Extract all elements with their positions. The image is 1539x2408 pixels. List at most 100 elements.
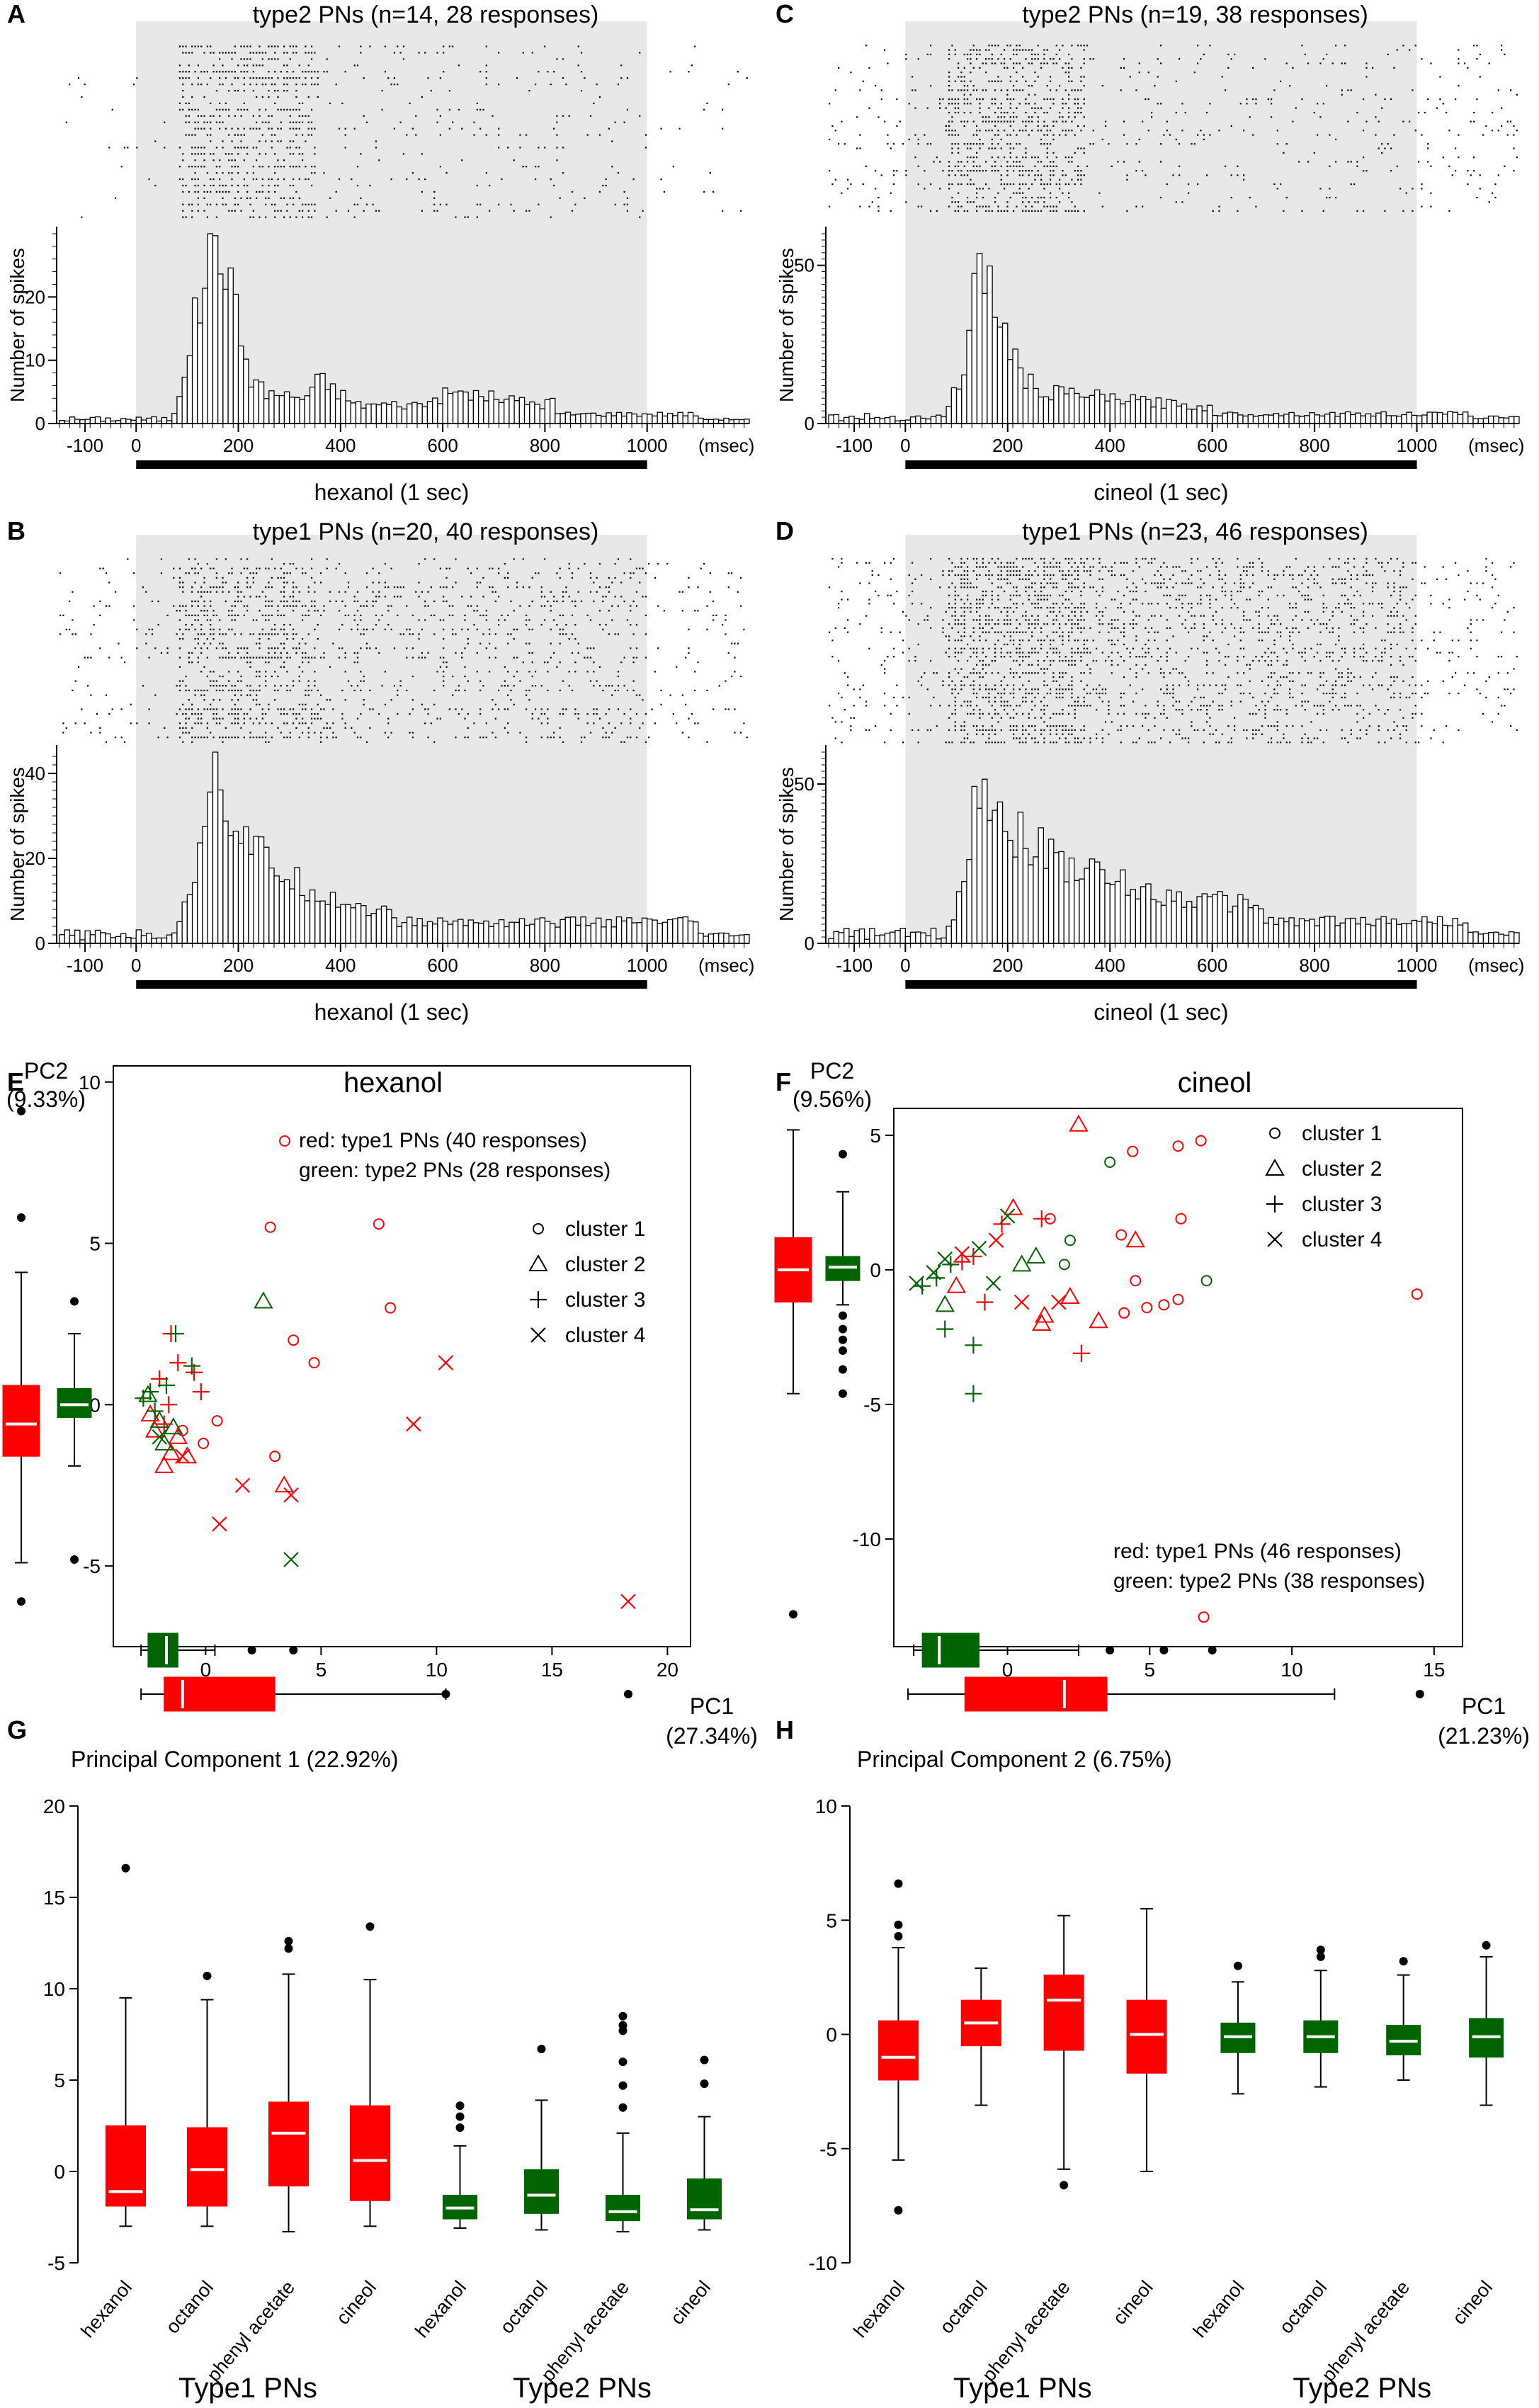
raster-spike [997,58,999,60]
raster-spike [243,134,245,136]
raster-spike [1000,107,1002,109]
raster-spike [997,116,999,118]
raster-spike [1215,598,1217,601]
raster-spike [277,58,279,60]
raster-spike [206,657,208,659]
raster-spike [1052,134,1055,136]
raster-spike [228,52,230,54]
y-tick-label: 0 [805,413,814,434]
raster-spike [332,732,334,734]
raster-spike [1059,134,1061,136]
raster-spike [1160,574,1162,577]
raster-spike [982,98,984,101]
raster-spike [1414,562,1416,564]
raster-spike [498,52,500,54]
raster-spike [1280,183,1282,186]
raster-spike [344,657,346,659]
raster-spike [185,727,187,729]
raster-spike [1077,103,1079,105]
raster-spike [1031,615,1033,617]
raster-spike [222,203,224,205]
raster-spike [274,567,276,569]
raster-spike [298,197,300,199]
raster-spike [237,699,239,701]
raster-spike [712,619,715,621]
psth-bar [391,401,397,424]
raster-spike [1046,598,1048,601]
raster-spike [219,127,221,130]
raster-spike [1055,183,1057,186]
raster-spike [516,657,518,659]
raster-spike [1455,170,1457,172]
psth-bar [462,391,469,424]
raster-spike [494,633,496,635]
raster-spike [203,737,205,739]
raster-spike [976,188,978,190]
raster-spike [688,652,690,654]
raster-spike [268,614,270,617]
raster-spike [875,170,877,172]
raster-spike [360,45,362,47]
raster-spike [1129,603,1131,605]
raster-spike [433,689,436,692]
raster-spike [1022,174,1024,176]
raster-spike [387,605,390,607]
raster-spike [231,166,233,168]
raster-spike [997,210,999,212]
raster-spike [513,159,515,161]
raster-spike [1059,111,1061,114]
raster-spike [372,628,374,630]
raster-spike [1050,183,1052,186]
psth-bar [406,403,413,424]
raster-spike [988,574,990,577]
raster-spike [1258,610,1260,613]
raster-spike [298,64,300,67]
raster-spike [596,680,598,682]
raster-spike [1059,49,1061,51]
raster-spike [669,71,671,73]
raster-spike [1043,196,1045,199]
raster-spike [498,624,500,626]
raster-spike [727,84,729,86]
raster-spike [219,657,221,659]
psth-bar [539,917,546,944]
raster-spike [1006,578,1009,580]
raster-spike [317,637,319,640]
raster-spike [261,737,263,739]
psth-bar [1047,399,1055,424]
raster-spike [868,205,870,208]
psth-bar [294,397,300,424]
raster-spike [997,623,999,625]
raster-spike [976,619,978,621]
raster-spike [384,581,387,584]
raster-spike [301,203,304,205]
raster-spike [1215,610,1217,613]
raster-spike [243,89,245,92]
raster-spike [1052,152,1055,154]
psth-bar [442,387,448,424]
raster-spike [271,600,273,603]
raster-spike [1013,98,1015,101]
raster-spike [1022,210,1024,212]
raster-spike [1052,603,1055,605]
raster-spike [1062,120,1064,123]
raster-spike [942,574,944,577]
psth-bar [564,411,572,424]
raster-spike [160,558,163,560]
raster-spike [283,64,285,67]
raster-spike [1283,152,1285,154]
raster-spike [1344,594,1346,596]
raster-spike [166,652,169,654]
raster-spike [1221,76,1223,78]
raster-spike [1191,615,1193,617]
raster-spike [344,727,346,729]
raster-spike [200,689,203,692]
raster-spike [967,201,969,203]
raster-spike [605,596,607,598]
raster-spike [1059,178,1061,181]
raster-spike [630,610,632,612]
raster-spike [1083,49,1085,51]
raster-spike [1022,603,1024,605]
raster-spike [979,147,981,149]
